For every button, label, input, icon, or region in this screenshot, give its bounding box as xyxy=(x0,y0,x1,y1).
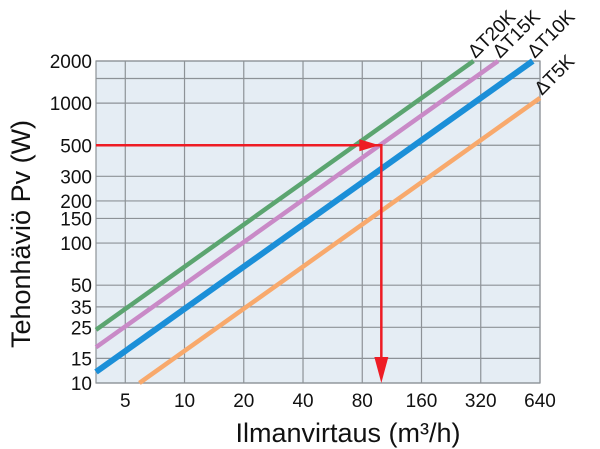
series-line xyxy=(94,59,500,350)
y-tick-label: 150 xyxy=(60,209,92,230)
plot-border xyxy=(95,60,541,384)
y-tick-label: 2000 xyxy=(50,52,92,73)
series-line xyxy=(94,58,535,375)
y-tick-label: 25 xyxy=(71,318,92,339)
y-tick-label: 500 xyxy=(60,136,92,157)
y-tick-label: 15 xyxy=(71,349,92,370)
y-tick-label: 1000 xyxy=(50,94,92,115)
x-axis-title: Ilmanvirtaus (m³/h) xyxy=(235,418,460,448)
reading-arrow-line xyxy=(96,144,383,369)
y-tick-label: 35 xyxy=(71,298,92,319)
x-tick-label: 160 xyxy=(406,391,438,412)
y-tick-label: 200 xyxy=(60,192,92,213)
y-tick-label: 300 xyxy=(60,167,92,188)
reading-arrow-head-down xyxy=(374,357,389,383)
series-line xyxy=(138,96,542,385)
y-axis-title: Tehonhäviö Pv (W) xyxy=(6,120,36,348)
y-tick-label: 100 xyxy=(60,234,92,255)
y-tick-label: 10 xyxy=(71,374,92,395)
y-tick-label: 50 xyxy=(71,276,92,297)
x-tick-label: 320 xyxy=(465,391,497,412)
reading-arrow-head-right xyxy=(359,139,380,152)
x-tick-label: 640 xyxy=(524,391,556,412)
x-tick-label: 10 xyxy=(174,391,195,412)
x-tick-label: 80 xyxy=(352,391,373,412)
x-tick-label: 20 xyxy=(233,391,254,412)
plot-area xyxy=(96,61,540,383)
series-line xyxy=(94,59,475,332)
x-tick-label: 5 xyxy=(120,391,131,412)
x-tick-label: 40 xyxy=(292,391,313,412)
